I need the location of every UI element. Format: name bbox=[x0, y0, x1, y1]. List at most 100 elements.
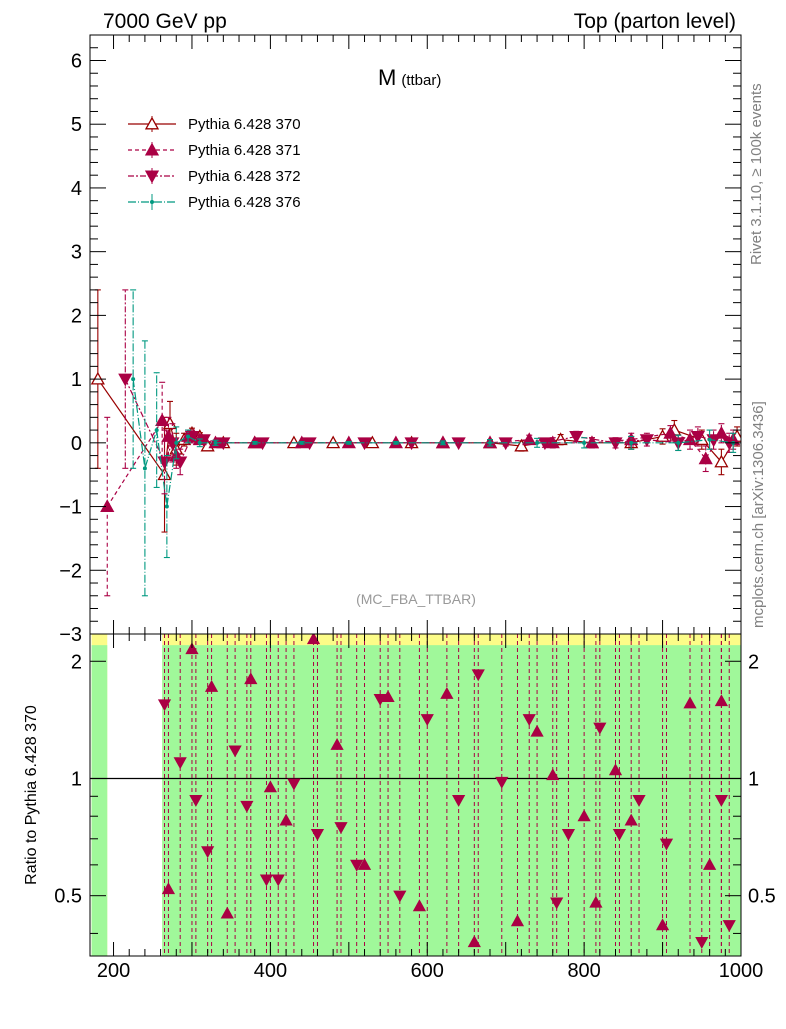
ratio-point-p372 bbox=[271, 874, 285, 887]
x-tick-label: 400 bbox=[254, 960, 287, 982]
series-p372 bbox=[118, 289, 737, 495]
legend-label-p372: Pythia 6.428 372 bbox=[188, 168, 301, 185]
y-tick-label-main: 0 bbox=[71, 433, 82, 455]
ratio-point-p372 bbox=[310, 828, 325, 841]
point-p376 bbox=[131, 377, 136, 382]
ratio-series-p372 bbox=[157, 634, 736, 956]
point-p376 bbox=[535, 440, 540, 445]
y-tick-label-main: −2 bbox=[59, 560, 82, 582]
ratio-point-p372 bbox=[659, 838, 674, 851]
ratio-point-p371 bbox=[306, 634, 321, 645]
point-p371 bbox=[522, 432, 537, 446]
legend-label-p370: Pythia 6.428 370 bbox=[188, 116, 301, 133]
ratio-point-p372 bbox=[632, 795, 646, 807]
legend-entry-p370: Pythia 6.428 370 bbox=[128, 116, 301, 133]
ratio-uncertainty-bands bbox=[91, 634, 741, 956]
ratio-point-p371 bbox=[655, 918, 670, 931]
point-p370 bbox=[90, 371, 105, 385]
point-p376 bbox=[142, 466, 147, 471]
point-p376 bbox=[393, 440, 398, 445]
point-p376 bbox=[299, 440, 304, 445]
legend-marker-p372 bbox=[144, 170, 160, 184]
y-tick-label-ratio: 0.5 bbox=[54, 886, 82, 908]
ratio-point-p371 bbox=[683, 696, 697, 709]
y-tick-label-main: −1 bbox=[59, 497, 82, 519]
y-tick-label-main: 4 bbox=[71, 178, 82, 200]
ratio-point-p371 bbox=[330, 738, 344, 750]
series-line-p372 bbox=[124, 378, 730, 464]
legend-marker-p376 bbox=[150, 200, 154, 204]
point-p370 bbox=[514, 438, 529, 452]
ratio-point-p372 bbox=[228, 745, 242, 758]
ratio-point-p371 bbox=[412, 899, 427, 912]
ratio-point-p371 bbox=[161, 882, 176, 895]
ratio-point-p372 bbox=[471, 669, 485, 682]
ratio-point-p371 bbox=[357, 858, 372, 870]
legend-entry-p376: Pythia 6.428 376 bbox=[128, 194, 301, 211]
series-p370 bbox=[90, 289, 741, 533]
ratio-point-p372 bbox=[173, 757, 187, 770]
ratio-point-p372 bbox=[350, 859, 364, 872]
ratio-point-p371 bbox=[589, 895, 603, 908]
point-p376 bbox=[629, 440, 634, 445]
series-p371 bbox=[100, 381, 741, 597]
y-tick-label-main: 6 bbox=[71, 50, 82, 72]
ratio-point-p372 bbox=[722, 920, 736, 933]
ratio-point-p371 bbox=[703, 858, 717, 870]
point-p372 bbox=[639, 434, 654, 447]
ratio-point-p371 bbox=[204, 679, 219, 692]
point-p376 bbox=[186, 434, 191, 439]
chart-title: M (ttbar) bbox=[378, 65, 441, 90]
series-line-p370 bbox=[97, 378, 738, 477]
ratio-y-label: Ratio to Pythia 6.428 370 bbox=[23, 705, 40, 885]
point-p372 bbox=[173, 456, 188, 470]
point-p376 bbox=[707, 437, 712, 442]
ratio-point-p372 bbox=[373, 693, 387, 706]
ratio-point-p372 bbox=[157, 699, 172, 712]
x-tick-label: 200 bbox=[97, 960, 130, 982]
y-tick-label-main: −3 bbox=[59, 624, 82, 646]
ratio-band-green-1 bbox=[162, 645, 741, 956]
legend-entry-p372: Pythia 6.428 372 bbox=[128, 168, 301, 185]
ratio-point-p372 bbox=[452, 795, 466, 807]
point-p372 bbox=[196, 434, 211, 447]
point-p376 bbox=[174, 440, 179, 445]
ratio-point-p372 bbox=[393, 890, 407, 903]
ratio-plot-area bbox=[90, 634, 741, 956]
ratio-band-green-0 bbox=[91, 645, 108, 956]
legend-label-p376: Pythia 6.428 376 bbox=[188, 194, 301, 211]
ratio-point-p371 bbox=[244, 672, 258, 685]
point-p376 bbox=[676, 440, 681, 445]
ratio-series-p371 bbox=[161, 634, 728, 956]
point-p376 bbox=[488, 440, 493, 445]
legend-marker-p371 bbox=[144, 142, 160, 156]
series-p376 bbox=[130, 289, 737, 597]
ratio-point-p372 bbox=[287, 778, 301, 791]
mcplots-label: mcplots.cern.ch [arXiv:1306.3436] bbox=[750, 401, 767, 628]
ratio-point-p372 bbox=[612, 828, 627, 841]
ratio-point-p372 bbox=[561, 828, 576, 841]
legend: Pythia 6.428 370 Pythia 6.428 371 Pythia 6… bbox=[128, 116, 301, 211]
point-p372 bbox=[569, 431, 584, 444]
ratio-point-p371 bbox=[467, 935, 481, 948]
point-p372 bbox=[118, 373, 133, 387]
point-p376 bbox=[346, 440, 351, 445]
y-tick-label-ratio-right: 2 bbox=[748, 651, 759, 673]
y-tick-label-main: 2 bbox=[71, 305, 82, 327]
ratio-point-p371 bbox=[279, 813, 293, 826]
point-p371 bbox=[663, 425, 678, 439]
y-tick-label-main: 3 bbox=[71, 242, 82, 264]
ratio-plot-frame bbox=[89, 633, 742, 957]
axes: 200 400 600 800 1000 −3 −2 −1 0 1 2 3 4 5 6 0.5 0.5 1 1 2 2 bbox=[54, 35, 776, 982]
ratio-point-p372 bbox=[240, 800, 254, 813]
point-p376 bbox=[164, 504, 169, 509]
ratio-point-p371 bbox=[624, 813, 638, 826]
ratio-point-p372 bbox=[695, 937, 709, 949]
ratio-point-p372 bbox=[522, 714, 536, 727]
ratio-point-p371 bbox=[263, 780, 278, 793]
point-p376 bbox=[213, 440, 218, 445]
ratio-point-p371 bbox=[546, 768, 560, 781]
ratio-point-p372 bbox=[714, 795, 728, 807]
point-p371 bbox=[698, 451, 713, 465]
